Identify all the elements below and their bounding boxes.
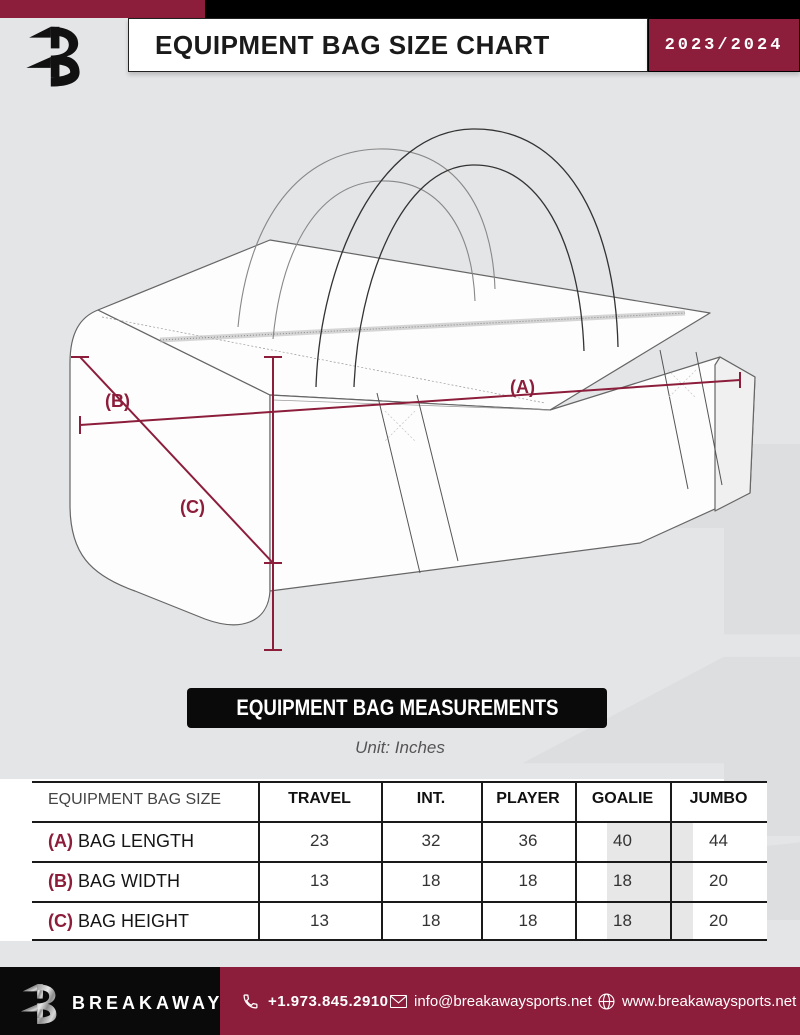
svg-text:(A): (A) bbox=[510, 377, 535, 397]
svg-text:(B): (B) bbox=[105, 391, 130, 411]
svg-text:(C): (C) bbox=[180, 497, 205, 517]
